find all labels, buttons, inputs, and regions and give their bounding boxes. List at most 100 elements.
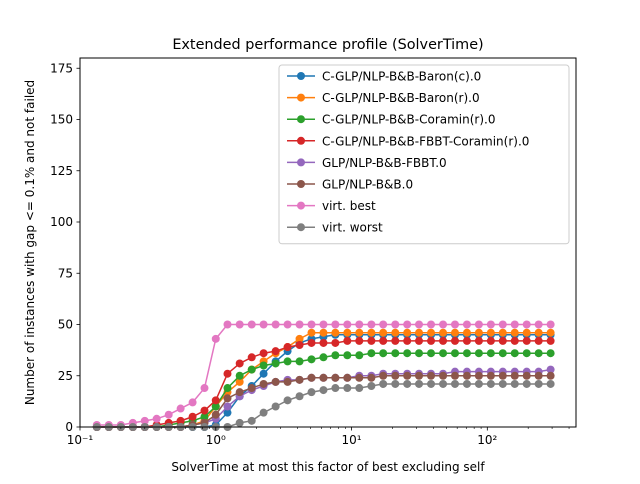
data-point xyxy=(498,349,507,358)
data-point xyxy=(223,394,232,403)
data-point xyxy=(486,328,495,337)
data-point xyxy=(343,373,352,382)
data-point xyxy=(427,328,436,337)
data-point xyxy=(546,349,555,358)
data-point xyxy=(379,379,388,388)
legend-label: GLP/NLP-B&B.0 xyxy=(322,178,413,192)
data-point xyxy=(176,416,185,425)
y-tick-label: 100 xyxy=(50,215,73,229)
data-point xyxy=(271,320,280,329)
data-point xyxy=(534,379,543,388)
data-point xyxy=(152,414,161,423)
data-point xyxy=(450,320,459,329)
data-point xyxy=(474,320,483,329)
data-point xyxy=(510,349,519,358)
legend-label: C-GLP/NLP-B&B-FBBT-Coramin(r).0 xyxy=(322,134,529,148)
data-point xyxy=(427,379,436,388)
x-tick-label: 10⁰ xyxy=(206,433,226,447)
x-tick-label: 10² xyxy=(477,433,497,447)
data-point xyxy=(307,388,316,397)
data-point xyxy=(403,379,412,388)
y-tick-label: 75 xyxy=(58,266,73,280)
legend-label: C-GLP/NLP-B&B-Baron(r).0 xyxy=(322,91,480,105)
data-point xyxy=(295,357,304,366)
data-point xyxy=(391,349,400,358)
data-point xyxy=(415,336,424,345)
legend-entry: GLP/NLP-B&B-FBBT.0 xyxy=(287,156,447,170)
data-point xyxy=(307,320,316,329)
legend-label: GLP/NLP-B&B-FBBT.0 xyxy=(322,156,447,170)
data-point xyxy=(403,336,412,345)
legend-entry: virt. best xyxy=(287,199,376,213)
data-point xyxy=(510,336,519,345)
data-point xyxy=(331,328,340,337)
data-point xyxy=(427,320,436,329)
data-point xyxy=(546,371,555,380)
data-point xyxy=(319,386,328,395)
data-point xyxy=(546,365,555,374)
data-point xyxy=(271,359,280,368)
data-point xyxy=(522,336,531,345)
y-axis-label: Number of instances with gap <= 0.1% and… xyxy=(23,80,37,405)
data-point xyxy=(211,410,220,419)
data-point xyxy=(355,320,364,329)
data-point xyxy=(498,336,507,345)
data-point xyxy=(283,320,292,329)
legend-label: virt. worst xyxy=(322,221,383,235)
data-point xyxy=(355,336,364,345)
data-point xyxy=(522,371,531,380)
data-point xyxy=(319,373,328,382)
data-point xyxy=(379,328,388,337)
data-point xyxy=(331,384,340,393)
data-point xyxy=(427,336,436,345)
data-point xyxy=(486,349,495,358)
data-point xyxy=(200,406,209,415)
data-point xyxy=(403,328,412,337)
data-point xyxy=(403,371,412,380)
legend-entry: GLP/NLP-B&B.0 xyxy=(287,178,413,192)
data-point xyxy=(295,392,304,401)
data-point xyxy=(211,396,220,405)
data-point xyxy=(367,320,376,329)
data-point xyxy=(235,377,244,386)
data-point xyxy=(439,371,448,380)
data-point xyxy=(498,320,507,329)
legend: C-GLP/NLP-B&B-Baron(c).0 C-GLP/NLP-B&B-Ba… xyxy=(278,64,570,245)
data-point xyxy=(355,384,364,393)
y-tick-label: 150 xyxy=(50,113,73,127)
data-point xyxy=(546,328,555,337)
data-point xyxy=(307,373,316,382)
data-point xyxy=(200,384,209,393)
data-point xyxy=(259,408,268,417)
data-point xyxy=(391,336,400,345)
data-point xyxy=(474,349,483,358)
data-point xyxy=(415,349,424,358)
legend-marker xyxy=(297,72,305,80)
data-point xyxy=(343,384,352,393)
data-point xyxy=(427,371,436,380)
data-point xyxy=(367,373,376,382)
data-point xyxy=(522,379,531,388)
data-point xyxy=(546,320,555,329)
data-point xyxy=(462,328,471,337)
x-tick-label: 10¹ xyxy=(341,433,361,447)
legend-label: C-GLP/NLP-B&B-Baron(c).0 xyxy=(322,70,481,84)
x-tick-label: 10⁻¹ xyxy=(67,433,94,447)
data-point xyxy=(259,361,268,370)
x-axis-label: SolverTime at most this factor of best e… xyxy=(171,460,485,474)
data-point xyxy=(415,328,424,337)
data-point xyxy=(223,402,232,411)
legend-marker xyxy=(297,93,305,102)
data-point xyxy=(295,334,304,343)
data-point xyxy=(450,371,459,380)
data-point xyxy=(223,408,232,417)
data-point xyxy=(510,371,519,380)
legend-entry: virt. worst xyxy=(287,221,383,235)
y-tick-label: 125 xyxy=(50,164,73,178)
data-point xyxy=(307,355,316,364)
legend-marker xyxy=(297,223,305,232)
data-point xyxy=(474,379,483,388)
legend-marker xyxy=(297,180,305,188)
data-point xyxy=(486,320,495,329)
